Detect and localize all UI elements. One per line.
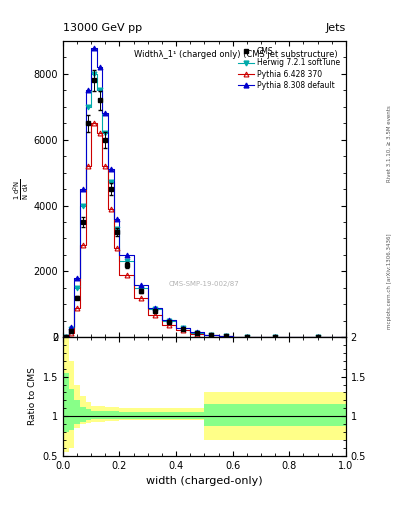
Herwig 7.2.1 softTune (75, 285, 79, 291)
Herwig 7.2.1 softTune (152, 306, 157, 312)
Pythia 6.428 370 (86, 163, 91, 169)
Herwig 7.2.1 softTune (114, 225, 119, 231)
Herwig 7.2.1 softTune (195, 330, 200, 336)
Herwig 7.2.1 softTune (209, 332, 214, 338)
Herwig 7.2.1 softTune (103, 130, 108, 136)
Herwig 7.2.1 softTune (138, 285, 143, 291)
Herwig 7.2.1 softTune (108, 179, 113, 185)
Text: Jets: Jets (325, 23, 346, 33)
Line: Pythia 6.428 370: Pythia 6.428 370 (63, 121, 320, 339)
Herwig 7.2.1 softTune (181, 325, 185, 331)
Pythia 8.308 default (209, 331, 214, 337)
Pythia 6.428 370 (244, 334, 249, 340)
Pythia 8.308 default (75, 275, 79, 281)
Herwig 7.2.1 softTune (92, 71, 96, 77)
Pythia 8.308 default (244, 333, 249, 339)
Pythia 6.428 370 (108, 206, 113, 212)
Herwig 7.2.1 softTune (124, 259, 129, 265)
Legend: CMS, Herwig 7.2.1 softTune, Pythia 6.428 370, Pythia 8.308 default: CMS, Herwig 7.2.1 softTune, Pythia 6.428… (236, 45, 342, 92)
Pythia 6.428 370 (195, 331, 200, 337)
Pythia 8.308 default (167, 317, 171, 324)
Text: CMS-SMP-19-002/87: CMS-SMP-19-002/87 (169, 281, 240, 287)
Herwig 7.2.1 softTune (97, 87, 102, 93)
Pythia 6.428 370 (209, 332, 214, 338)
Pythia 8.308 default (152, 305, 157, 311)
Pythia 8.308 default (86, 87, 91, 93)
Y-axis label: $\frac{1}{\mathrm{N}}\frac{\mathrm{d}^2\mathrm{N}}{\mathrm{d}\lambda}$: $\frac{1}{\mathrm{N}}\frac{\mathrm{d}^2\… (11, 179, 31, 200)
Pythia 8.308 default (124, 252, 129, 258)
Pythia 6.428 370 (69, 330, 74, 336)
Pythia 6.428 370 (181, 327, 185, 333)
Herwig 7.2.1 softTune (273, 334, 277, 340)
Pythia 8.308 default (80, 186, 85, 192)
Pythia 6.428 370 (273, 334, 277, 340)
Pythia 8.308 default (138, 282, 143, 288)
Herwig 7.2.1 softTune (80, 202, 85, 208)
Herwig 7.2.1 softTune (244, 334, 249, 340)
Herwig 7.2.1 softTune (69, 326, 74, 332)
Text: Widthλ_1¹ (charged only) (CMS jet substructure): Widthλ_1¹ (charged only) (CMS jet substr… (134, 50, 337, 59)
Herwig 7.2.1 softTune (315, 334, 320, 340)
Pythia 8.308 default (69, 324, 74, 330)
X-axis label: width (charged-only): width (charged-only) (146, 476, 263, 486)
Pythia 6.428 370 (80, 242, 85, 248)
Herwig 7.2.1 softTune (223, 333, 228, 339)
Pythia 8.308 default (63, 334, 68, 340)
Pythia 6.428 370 (63, 334, 68, 340)
Pythia 6.428 370 (138, 294, 143, 301)
Herwig 7.2.1 softTune (167, 318, 171, 325)
Pythia 8.308 default (181, 325, 185, 331)
Herwig 7.2.1 softTune (86, 104, 91, 110)
Herwig 7.2.1 softTune (63, 334, 68, 340)
Pythia 6.428 370 (167, 322, 171, 328)
Y-axis label: Ratio to CMS: Ratio to CMS (28, 368, 37, 425)
Text: 13000 GeV pp: 13000 GeV pp (63, 23, 142, 33)
Pythia 6.428 370 (124, 271, 129, 278)
Pythia 6.428 370 (223, 333, 228, 339)
Text: Rivet 3.1.10, ≥ 3.5M events: Rivet 3.1.10, ≥ 3.5M events (387, 105, 392, 182)
Pythia 8.308 default (315, 334, 320, 340)
Pythia 6.428 370 (152, 312, 157, 318)
Pythia 8.308 default (273, 334, 277, 340)
Pythia 8.308 default (114, 216, 119, 222)
Pythia 8.308 default (223, 333, 228, 339)
Pythia 6.428 370 (75, 305, 79, 311)
Text: mcplots.cern.ch [arXiv:1306.3436]: mcplots.cern.ch [arXiv:1306.3436] (387, 234, 392, 329)
Pythia 8.308 default (97, 64, 102, 70)
Pythia 8.308 default (195, 329, 200, 335)
Pythia 8.308 default (103, 110, 108, 116)
Pythia 6.428 370 (114, 245, 119, 251)
Pythia 6.428 370 (92, 120, 96, 126)
Pythia 6.428 370 (97, 130, 102, 136)
Pythia 6.428 370 (103, 163, 108, 169)
Line: Herwig 7.2.1 softTune: Herwig 7.2.1 softTune (63, 72, 320, 339)
Pythia 8.308 default (108, 166, 113, 173)
Pythia 8.308 default (92, 45, 96, 51)
Line: Pythia 8.308 default: Pythia 8.308 default (63, 45, 320, 339)
Pythia 6.428 370 (315, 334, 320, 340)
